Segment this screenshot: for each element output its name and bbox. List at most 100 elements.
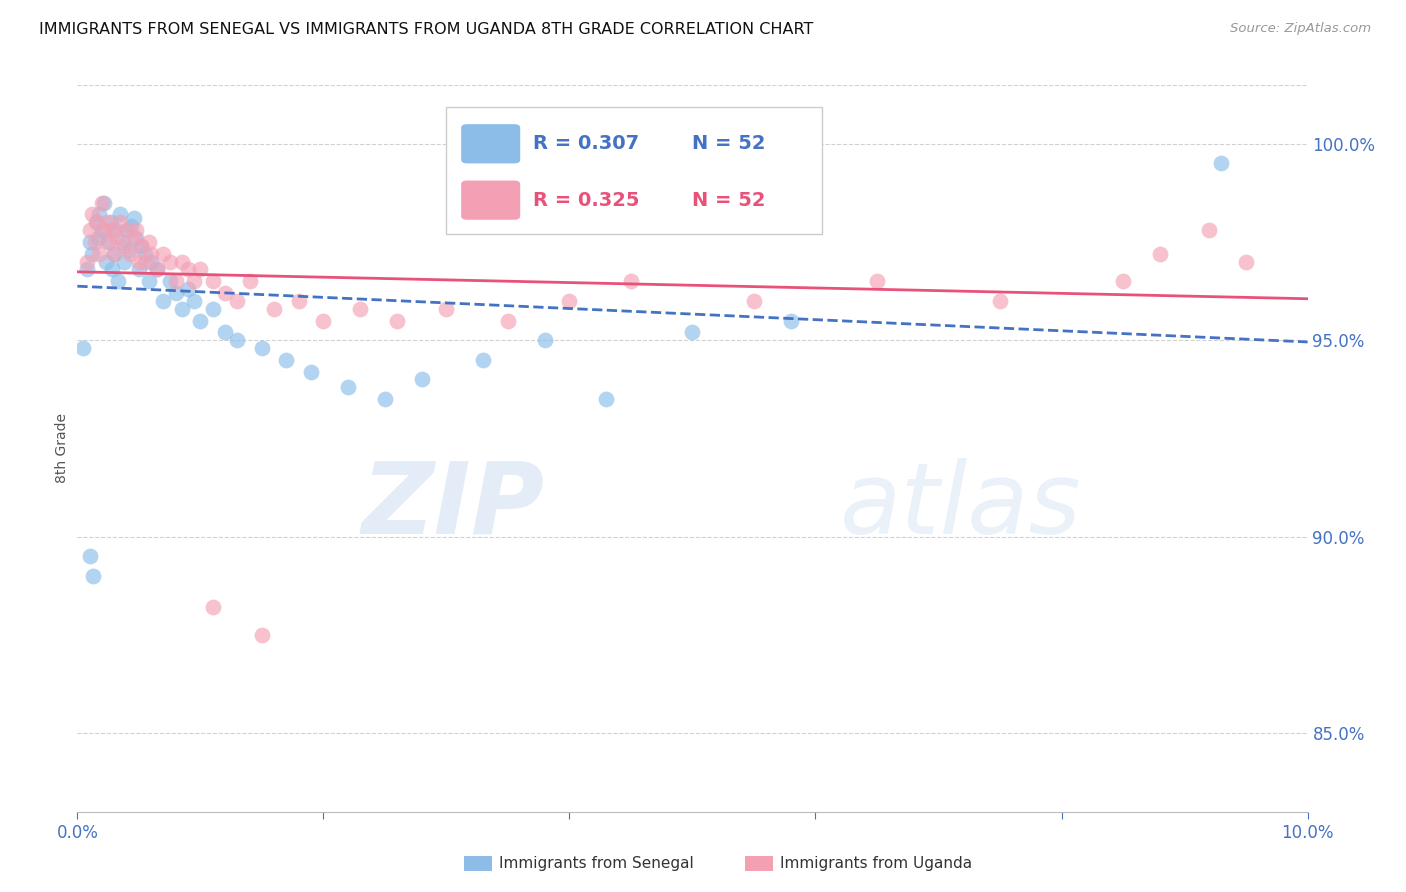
- Text: N = 52: N = 52: [693, 135, 766, 153]
- Point: [134, 254, 156, 268]
- Point: [250, 341, 273, 355]
- Text: R = 0.325: R = 0.325: [533, 191, 638, 210]
- Point: [1234, 254, 1257, 268]
- Point: [101, 262, 124, 277]
- Point: [682, 326, 704, 340]
- Point: [146, 262, 169, 277]
- Point: [82, 569, 104, 583]
- FancyBboxPatch shape: [461, 180, 520, 219]
- Point: [107, 274, 129, 288]
- Point: [112, 239, 135, 253]
- Point: [110, 215, 132, 229]
- Text: atlas: atlas: [841, 458, 1081, 555]
- Point: [337, 380, 360, 394]
- Point: [104, 223, 127, 237]
- Point: [239, 274, 262, 288]
- Point: [131, 239, 153, 253]
- Point: [146, 262, 169, 277]
- Point: [93, 195, 115, 210]
- Point: [128, 254, 150, 268]
- Point: [1112, 274, 1135, 288]
- Point: [79, 235, 101, 249]
- Text: Immigrants from Uganda: Immigrants from Uganda: [780, 856, 973, 871]
- Point: [250, 628, 273, 642]
- Point: [165, 274, 187, 288]
- Point: [374, 392, 396, 406]
- Point: [152, 246, 174, 260]
- Point: [82, 246, 104, 260]
- Point: [177, 282, 200, 296]
- Point: [742, 293, 765, 308]
- Text: Immigrants from Senegal: Immigrants from Senegal: [499, 856, 695, 871]
- Point: [84, 215, 107, 229]
- Point: [159, 254, 181, 268]
- Point: [201, 274, 224, 288]
- Point: [111, 235, 134, 249]
- Point: [411, 372, 433, 386]
- Point: [190, 313, 212, 327]
- Point: [90, 223, 114, 237]
- Point: [866, 274, 889, 288]
- Point: [86, 215, 108, 229]
- Point: [138, 274, 160, 288]
- Point: [276, 352, 298, 367]
- Point: [90, 195, 114, 210]
- Point: [214, 326, 236, 340]
- Point: [177, 262, 200, 277]
- Point: [263, 301, 285, 316]
- Point: [82, 207, 104, 221]
- Point: [201, 600, 224, 615]
- Point: [226, 293, 249, 308]
- Text: ZIP: ZIP: [361, 458, 546, 555]
- Point: [76, 262, 98, 277]
- Point: [128, 262, 150, 277]
- Point: [122, 231, 145, 245]
- Point: [118, 243, 141, 257]
- Point: [472, 352, 495, 367]
- Point: [131, 239, 153, 253]
- Point: [299, 365, 322, 379]
- FancyBboxPatch shape: [461, 124, 520, 163]
- Point: [1198, 223, 1220, 237]
- Text: N = 52: N = 52: [693, 191, 766, 210]
- Point: [288, 293, 311, 308]
- Point: [190, 262, 212, 277]
- FancyBboxPatch shape: [447, 106, 821, 234]
- Point: [112, 254, 135, 268]
- Point: [183, 274, 205, 288]
- Point: [89, 207, 111, 221]
- Point: [79, 549, 101, 564]
- Point: [165, 285, 187, 300]
- Bar: [464, 856, 492, 871]
- Point: [141, 246, 163, 260]
- Point: [226, 333, 249, 347]
- Point: [780, 313, 803, 327]
- Point: [122, 211, 145, 226]
- Point: [125, 223, 148, 237]
- Point: [141, 254, 163, 268]
- Bar: [745, 856, 773, 871]
- Point: [159, 274, 181, 288]
- Point: [105, 231, 128, 245]
- Point: [87, 231, 110, 245]
- Point: [349, 301, 371, 316]
- Point: [134, 246, 156, 260]
- Point: [1211, 156, 1233, 170]
- Point: [201, 301, 224, 316]
- Point: [79, 223, 101, 237]
- Point: [988, 293, 1011, 308]
- Point: [152, 293, 174, 308]
- Point: [100, 215, 122, 229]
- Point: [387, 313, 409, 327]
- Point: [98, 235, 121, 249]
- Point: [170, 301, 193, 316]
- Point: [620, 274, 643, 288]
- Point: [115, 223, 138, 237]
- Point: [72, 341, 94, 355]
- Point: [76, 254, 98, 268]
- Point: [120, 246, 142, 260]
- Y-axis label: 8th Grade: 8th Grade: [55, 413, 69, 483]
- Point: [214, 285, 236, 300]
- Point: [125, 231, 148, 245]
- Point: [534, 333, 557, 347]
